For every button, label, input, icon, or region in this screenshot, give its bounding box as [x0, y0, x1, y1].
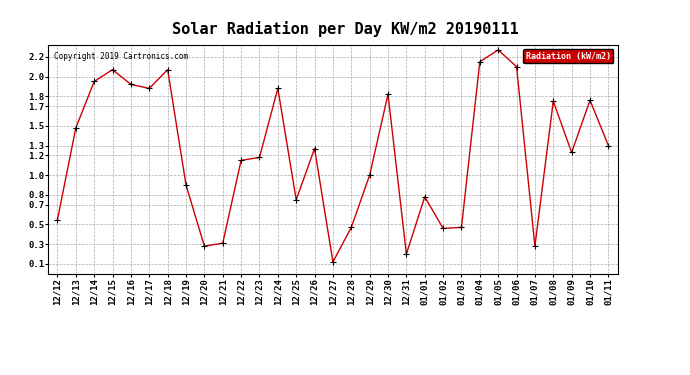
Text: Solar Radiation per Day KW/m2 20190111: Solar Radiation per Day KW/m2 20190111 — [172, 21, 518, 37]
Text: Copyright 2019 Cartronics.com: Copyright 2019 Cartronics.com — [54, 52, 188, 61]
Legend: Radiation (kW/m2): Radiation (kW/m2) — [524, 49, 613, 63]
